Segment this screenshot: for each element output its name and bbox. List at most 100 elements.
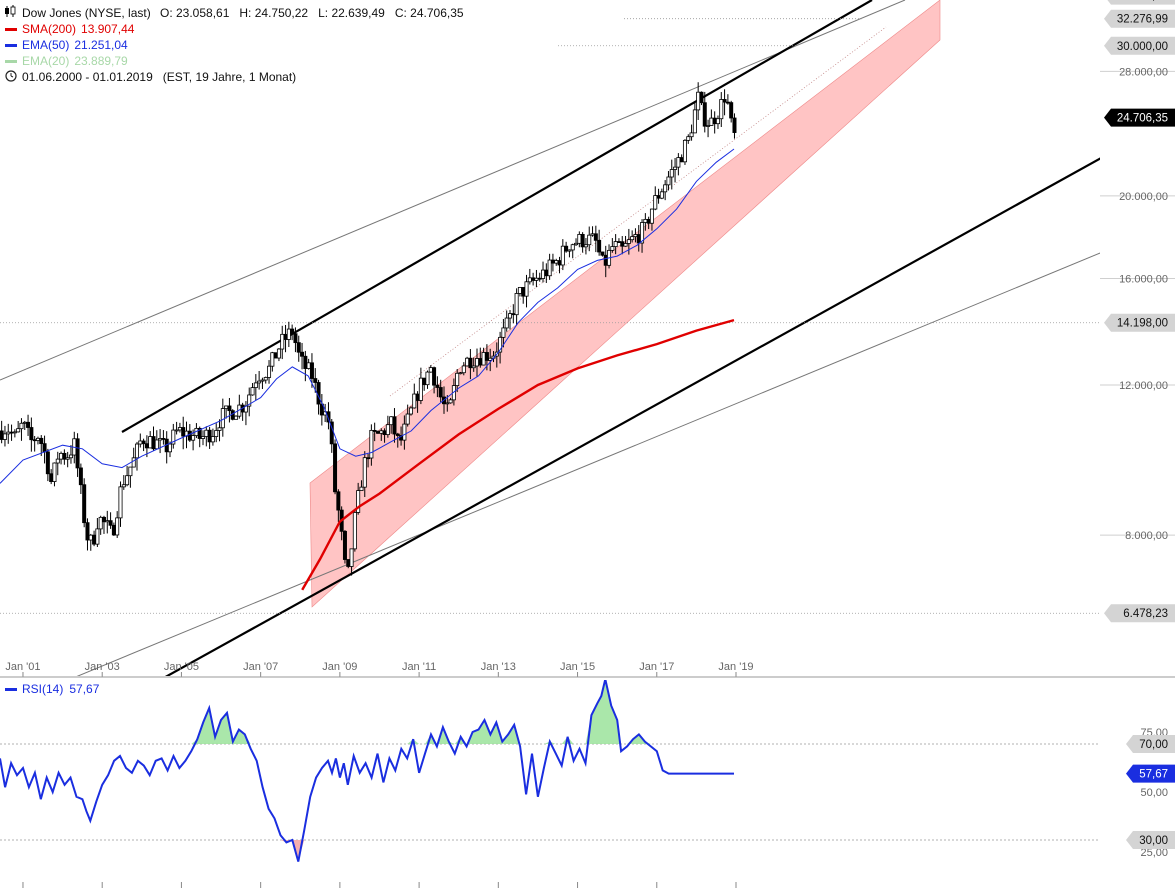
price-candle-body [616, 241, 621, 243]
price-candle-body [111, 524, 116, 536]
sma200-line [301, 318, 735, 591]
ohlc-values: O: 23.058,61 H: 24.750,22 L: 22.639,49 C… [160, 6, 464, 20]
price-candle-body [435, 384, 440, 388]
price-candle-body [583, 244, 588, 248]
price-tick-label: 28.000,00 [1119, 66, 1168, 78]
rsi-label: RSI(14) 57,67 [22, 682, 100, 696]
price-candle-body [725, 101, 730, 104]
price-candle-body [570, 244, 575, 251]
price-candle-body [138, 440, 143, 445]
price-gridlines [1100, 70, 1175, 536]
price-level-lines [0, 18, 1100, 614]
price-candle-body [22, 421, 27, 424]
rsi-tick-label: 25,00 [1140, 847, 1168, 859]
price-candle-body [303, 355, 308, 369]
price-tag-label: 6.478,23 [1123, 608, 1168, 620]
thin-upper-trendline [0, 0, 906, 381]
candles-icon [5, 5, 16, 17]
price-tick-label: 16.000,00 [1119, 273, 1168, 285]
price-candle-body [131, 457, 136, 468]
price-candle-body [481, 352, 486, 366]
price-candle-body [68, 454, 73, 459]
price-candle-body [187, 430, 192, 441]
price-tick-label: 8.000,00 [1125, 530, 1168, 542]
price-candle-body [541, 269, 546, 279]
price-candle-body [659, 191, 664, 199]
price-tag [1104, 313, 1175, 332]
price-candle-body [121, 484, 126, 488]
price-candle-body [293, 333, 298, 344]
price-candle-body [101, 516, 106, 523]
price-candle-body [729, 102, 734, 119]
price-candle-body [250, 387, 255, 396]
price-candle-body [531, 277, 536, 281]
price-candle-body [19, 422, 24, 430]
price-candle-body [554, 260, 559, 264]
price-candle-body [679, 157, 684, 163]
rsi-current-tag-label: 57,67 [1139, 769, 1168, 781]
price-candle-body [498, 336, 503, 353]
price-candle-body [564, 245, 569, 252]
price-candle-body [234, 415, 239, 420]
price-candle-body [732, 117, 737, 133]
price-candle-body [577, 234, 582, 244]
price-candle-body [29, 427, 34, 441]
price-candle-body [333, 443, 338, 493]
price-candle-body [702, 102, 707, 127]
price-candle-body [283, 333, 288, 340]
rsi-level-tag [1126, 735, 1175, 753]
price-candle-body [626, 239, 631, 244]
thin-lower-trendline [76, 252, 1100, 676]
price-candle-body [580, 234, 585, 248]
price-candle-body [134, 443, 139, 459]
thick-upper-trendline [121, 0, 873, 433]
price-candle-body [197, 427, 202, 439]
time-tick-label: Jan '15 [560, 661, 595, 673]
time-tick-label: Jan '03 [85, 661, 120, 673]
price-candle-body [706, 125, 711, 127]
price-candle-body [144, 443, 149, 449]
price-candle-body [418, 377, 423, 401]
price-candle-body [686, 136, 691, 141]
price-candle-body [168, 443, 173, 453]
price-candle-body [715, 118, 720, 125]
price-candle-body [128, 466, 133, 477]
ema20-label: EMA(20) 23.889,79 [22, 54, 128, 68]
price-candle-body [12, 431, 17, 434]
price-tag [1104, 9, 1175, 28]
price-candle-body [148, 436, 153, 449]
rsi-swatch [5, 688, 17, 691]
price-tag-label: 14.198,00 [1117, 318, 1168, 330]
price-candle-body [118, 486, 123, 519]
price-candle-body [709, 117, 714, 126]
price-candle-body [35, 437, 40, 441]
rsi-tick-label: 50,00 [1140, 787, 1168, 799]
price-candle-body [59, 452, 64, 460]
price-candle-body [359, 486, 364, 491]
time-tick-label: Jan '01 [5, 661, 40, 673]
time-tick-label: Jan '05 [164, 661, 199, 673]
price-candle-body [85, 522, 90, 541]
price-candle-body [511, 313, 516, 316]
price-candle-body [649, 208, 654, 224]
price-candles [0, 82, 737, 576]
price-candle-body [471, 365, 476, 369]
price-candle-body [468, 357, 473, 369]
price-candle-body [16, 428, 21, 433]
price-candle-body [342, 530, 347, 560]
price-candle-body [276, 348, 281, 359]
price-candle-body [52, 462, 57, 482]
price-candle-body [501, 327, 506, 338]
ema50-label: EMA(50) 21.251,04 [22, 38, 128, 52]
price-candle-body [280, 333, 285, 350]
price-candle-body [257, 380, 262, 384]
price-candle-body [600, 251, 605, 256]
price-candle-body [692, 109, 697, 134]
price-candle-body [402, 423, 407, 441]
price-tick-label: 20.000,00 [1119, 191, 1168, 203]
price-candle-body [465, 357, 470, 367]
time-tick-label: Jan '11 [402, 661, 436, 673]
price-candle-body [313, 378, 318, 383]
price-candle-body [392, 416, 397, 435]
price-candle-body [105, 520, 110, 523]
